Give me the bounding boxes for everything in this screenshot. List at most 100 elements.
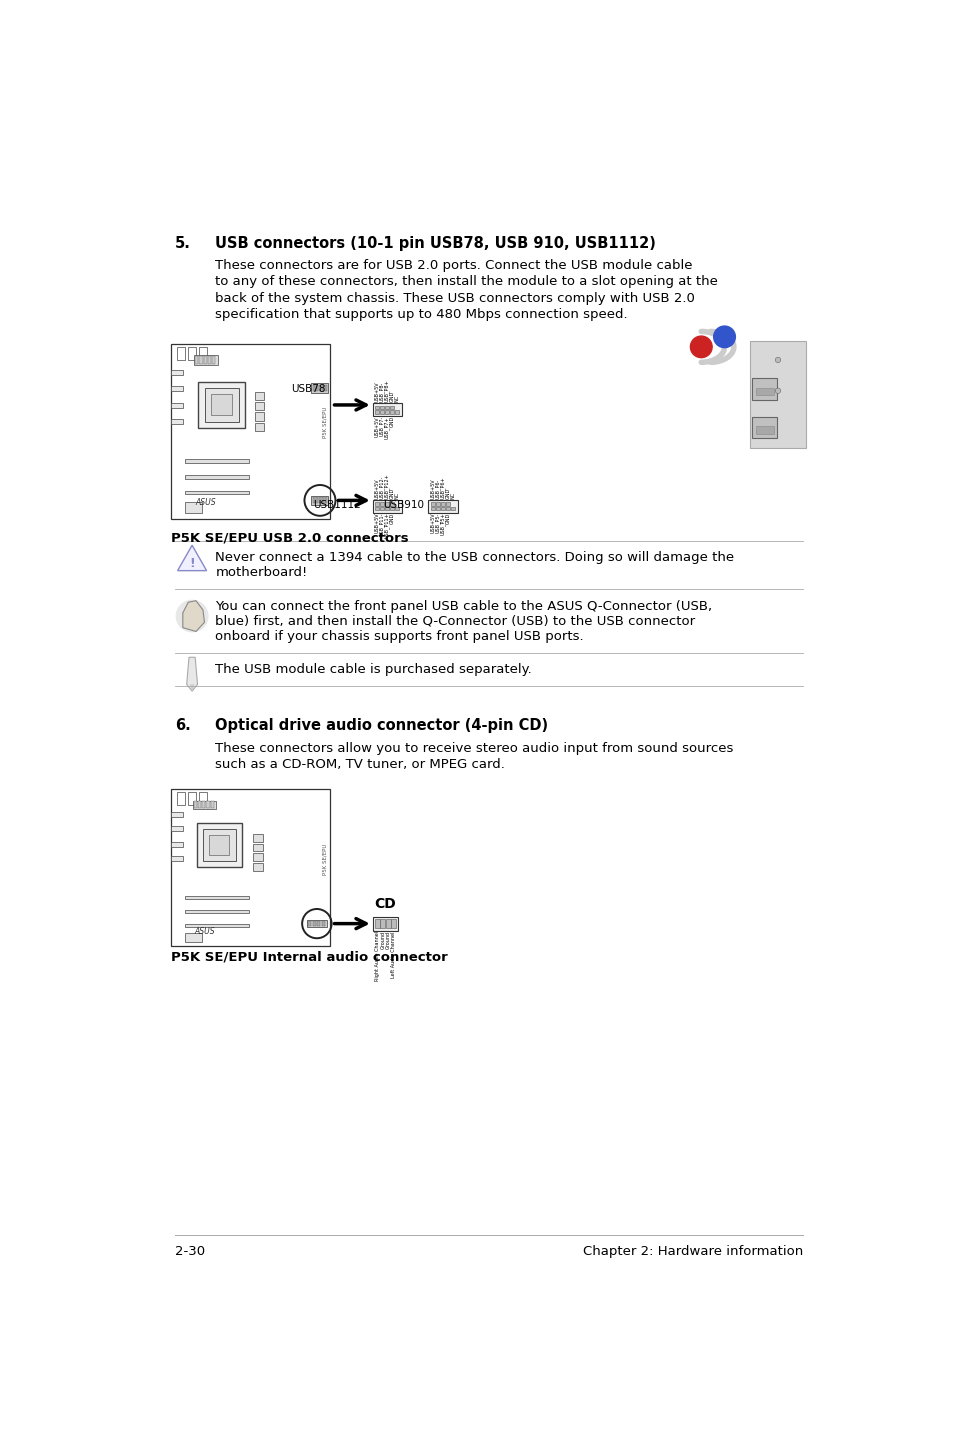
Bar [375,506,379,510]
Text: GND: GND [390,487,395,499]
Text: You can connect the front panel USB cable to the ASUS Q-Connector (USB,: You can connect the front panel USB cabl… [215,600,712,613]
Text: USB1112: USB1112 [313,500,360,510]
Bar [380,919,385,929]
Bar [755,388,773,395]
Text: USB_P11-: USB_P11- [379,512,385,536]
Bar [188,792,195,805]
Bar [428,500,457,512]
Text: specification that supports up to 480 Mbps connection speed.: specification that supports up to 480 Mb… [215,309,627,322]
Bar [315,498,317,503]
Text: NC: NC [395,395,399,403]
Text: GND: GND [445,487,450,499]
Bar [379,410,384,414]
Bar [322,385,324,391]
Bar [185,475,249,479]
Bar [391,919,395,929]
Text: USB_P5-: USB_P5- [435,512,440,533]
Text: Ground: Ground [380,932,385,949]
Text: CD: CD [375,897,396,912]
Bar [253,844,262,851]
Circle shape [713,326,735,348]
Text: GND: GND [445,512,450,523]
Text: USB+5V: USB+5V [430,479,435,499]
Text: USB+5V: USB+5V [375,383,379,403]
Bar [317,922,320,926]
Bar [752,378,777,400]
Bar [325,385,327,391]
Text: to any of these connectors, then install the module to a slot opening at the: to any of these connectors, then install… [215,275,718,289]
Text: ASUS: ASUS [195,499,216,508]
Text: USB_P8-: USB_P8- [379,383,385,403]
Text: USB_P11+: USB_P11+ [384,512,390,538]
Bar [208,357,211,364]
Bar [171,788,330,946]
Text: USB_P7+: USB_P7+ [384,416,390,439]
Bar [171,385,183,391]
Bar [325,498,327,503]
Bar [185,459,249,463]
Bar [395,506,399,510]
Text: 6.: 6. [174,719,191,733]
Bar [379,506,384,510]
Bar [375,919,379,929]
Text: USB+5V: USB+5V [375,479,379,499]
Text: onboard if your chassis supports front panel USB ports.: onboard if your chassis supports front p… [215,630,583,643]
Text: ASUS: ASUS [194,926,214,936]
Bar [199,347,207,361]
Bar [171,825,183,831]
Circle shape [775,388,780,394]
Bar [319,498,321,503]
Bar [313,498,314,503]
Bar [313,922,315,926]
Text: Never connect a 1394 cable to the USB connectors. Doing so will damage the: Never connect a 1394 cable to the USB co… [215,551,734,564]
Bar [193,801,216,810]
Text: !: ! [189,557,194,569]
Bar [185,933,202,942]
Bar [307,920,327,928]
Bar [373,500,401,512]
Text: GND: GND [390,512,395,523]
Bar [375,502,379,506]
Bar [253,834,262,841]
Text: P5K SE/EPU USB 2.0 connectors: P5K SE/EPU USB 2.0 connectors [171,532,409,545]
Text: Chapter 2: Hardware information: Chapter 2: Hardware information [582,1245,802,1258]
Bar [253,853,262,861]
Text: 2-30: 2-30 [174,1245,205,1258]
Bar [254,413,264,421]
Bar [211,801,213,808]
Bar [395,410,399,414]
Text: GND: GND [390,391,395,403]
Text: USB+5V: USB+5V [375,512,379,533]
Circle shape [775,357,780,362]
Text: USB+5V: USB+5V [430,512,435,533]
Bar [445,502,450,506]
Bar [211,394,233,416]
Bar [322,498,324,503]
Bar [390,410,394,414]
Text: USB78: USB78 [291,384,326,394]
Bar [197,801,201,808]
Text: NC: NC [450,492,456,499]
Text: USB_P6-: USB_P6- [435,479,440,499]
Bar [379,406,384,410]
Bar [445,506,450,510]
Polygon shape [177,545,207,571]
Bar [194,355,217,365]
Bar [385,406,389,410]
Bar [188,347,195,361]
Text: Ground: Ground [385,932,391,949]
Bar [253,863,262,870]
Bar [373,403,401,416]
Bar [193,801,196,808]
Bar [385,919,390,929]
Text: USB+5V: USB+5V [375,416,379,437]
Bar [171,403,183,408]
Text: 5.: 5. [174,236,191,250]
Bar [196,823,241,867]
Bar [254,423,264,431]
Bar [185,490,249,495]
Bar [171,370,183,375]
Text: Optical drive audio connector (4-pin CD): Optical drive audio connector (4-pin CD) [215,719,548,733]
Bar [436,502,439,506]
Bar [385,502,389,506]
